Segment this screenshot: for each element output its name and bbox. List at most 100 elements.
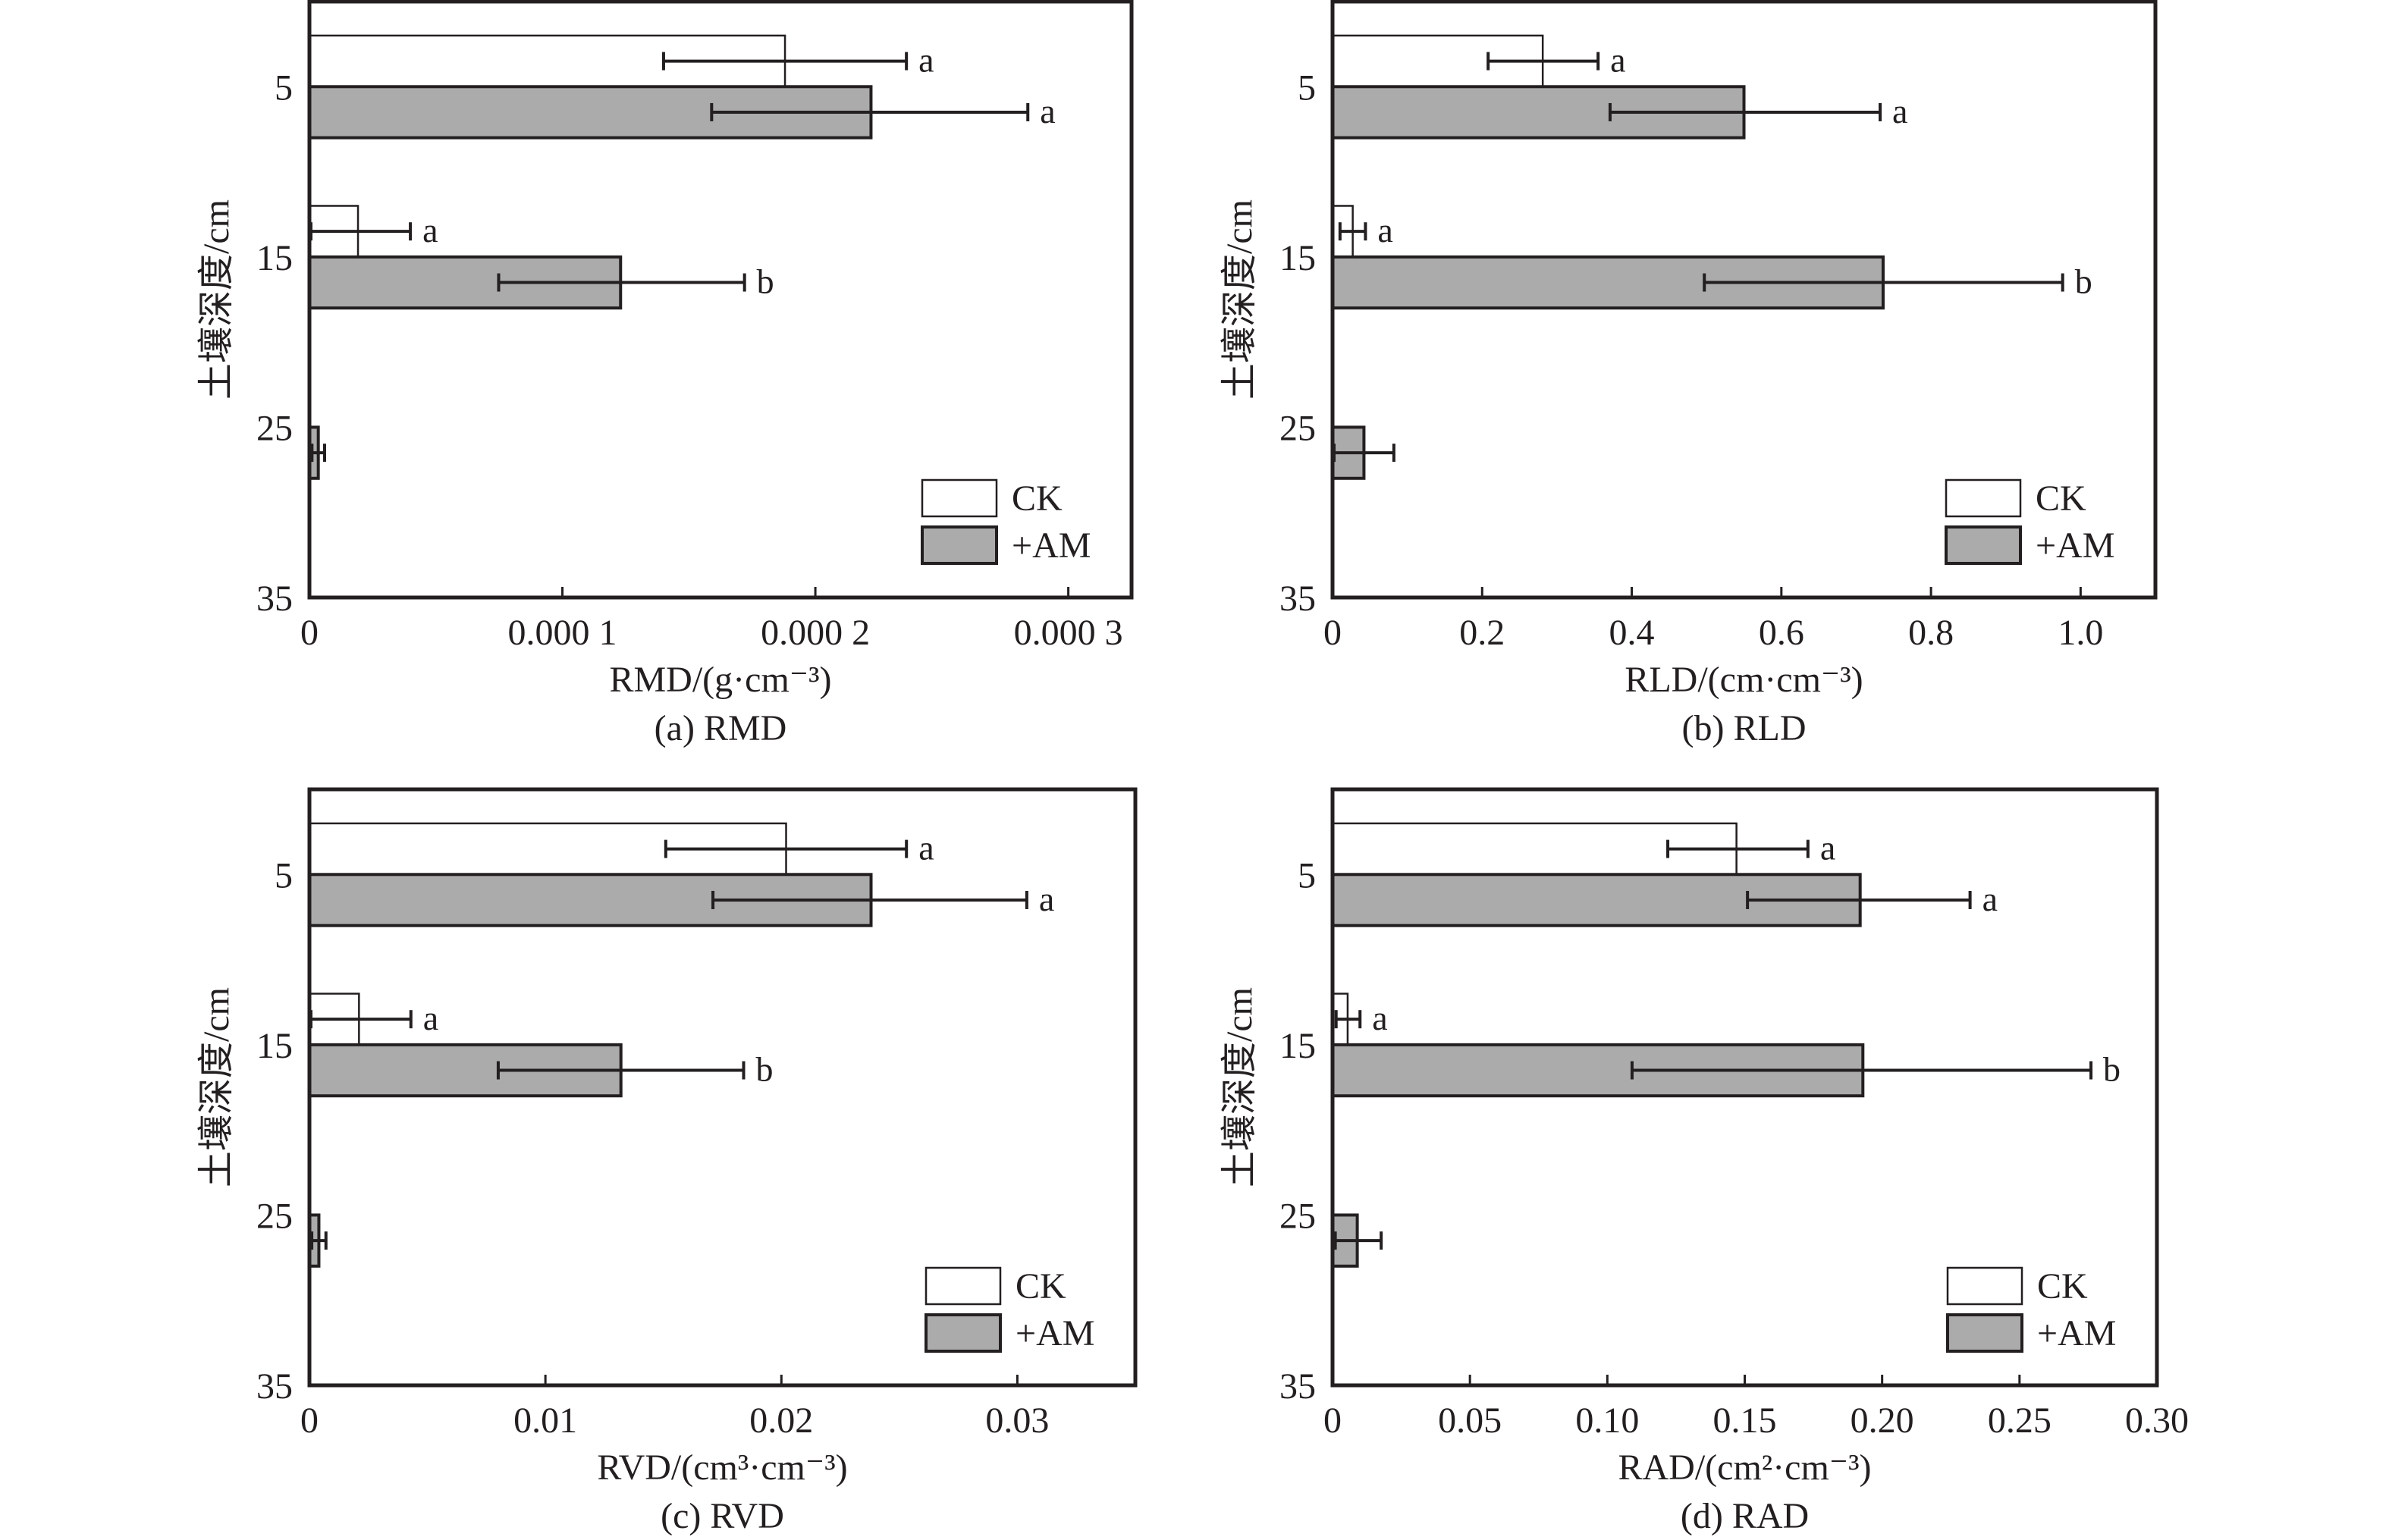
significance-label: a [423, 999, 438, 1037]
y-tick-label: 5 [275, 855, 293, 895]
x-tick-label: 0.000 1 [508, 613, 617, 653]
error-bar-ck-depth-5 [664, 839, 909, 858]
error-bar-am-depth-15 [496, 1061, 746, 1080]
legend: CK +AM [1946, 1266, 2116, 1353]
x-tick-label: 0 [300, 1400, 319, 1441]
y-tick-label: 5 [1298, 855, 1316, 895]
y-axis-title: 土壤深度/cm [196, 199, 237, 400]
error-bar-am-depth-5 [710, 102, 1030, 121]
x-tick-label: 1.0 [2058, 613, 2103, 653]
x-axis-title: RVD/(cm³·cm⁻³) [597, 1447, 847, 1488]
y-axis-title: 土壤深度/cm [1220, 199, 1260, 400]
legend-label: +AM [2037, 1313, 2116, 1353]
chart-panel-a: a a a b 0 0.000 1 0.000 2 0.000 3 5 15 25 35 RMD/(g·… [196, 0, 1134, 748]
significance-label: a [422, 211, 438, 249]
x-tick-label: 0.10 [1575, 1400, 1639, 1441]
chart-panel-c: a a a b 0 0.01 0.02 0.03 5 15 25 35 RVD/(cm³·cm⁻³) (c… [196, 787, 1138, 1536]
error-bar-am-depth-5 [1608, 102, 1882, 121]
significance-label: a [1982, 880, 1998, 918]
significance-label: a [1892, 92, 1907, 130]
legend-swatch-ck [921, 478, 998, 518]
significance-label: a [1820, 829, 1835, 867]
significance-label: a [918, 829, 934, 867]
error-bar-ck-depth-15 [1338, 222, 1367, 241]
chart-panel-d: a a a b 0 0.05 0.10 0.15 0.20 0.25 0.30 5 15 25 35 RAD/… [1220, 787, 2189, 1536]
legend-swatch-am [925, 1313, 1002, 1353]
x-tick-label: 0.6 [1759, 613, 1804, 653]
error-bar-am-depth-25 [310, 444, 327, 463]
plot-frame [307, 0, 1134, 600]
error-bar-am-depth-15 [1630, 1061, 2093, 1080]
x-tick-label: 0.8 [1908, 613, 1954, 653]
x-tick-label: 0.03 [985, 1400, 1049, 1441]
x-tick-label: 0.4 [1609, 613, 1655, 653]
y-tick-label: 35 [1279, 579, 1316, 619]
significance-label: a [1372, 999, 1387, 1037]
x-axis-title: RMD/(g·cm⁻³) [609, 660, 831, 700]
y-tick-label: 25 [1279, 408, 1316, 448]
y-tick-label: 5 [275, 67, 293, 108]
y-tick-label: 35 [1279, 1366, 1316, 1407]
significance-label: a [1377, 211, 1392, 249]
error-bar-am-depth-15 [1703, 273, 2064, 292]
legend-swatch-ck [1945, 478, 2022, 518]
x-tick-label: 0.2 [1459, 613, 1505, 653]
panel-caption: (c) RVD [661, 1496, 784, 1536]
significance-label: b [2075, 262, 2092, 301]
x-tick-label: 0.000 3 [1014, 613, 1123, 653]
x-tick-label: 0.05 [1438, 1400, 1502, 1441]
legend-swatch-ck [1946, 1266, 2023, 1306]
error-bar-ck-depth-5 [1486, 52, 1600, 71]
significance-label: b [756, 1050, 774, 1089]
legend-label: +AM [2036, 525, 2114, 566]
error-bar-ck-depth-15 [1334, 1010, 1362, 1029]
significance-label: a [918, 41, 934, 80]
error-bar-am-depth-5 [711, 890, 1028, 909]
legend-label: CK [1012, 478, 1063, 519]
legend-swatch-ck [925, 1266, 1002, 1306]
error-bar-am-depth-25 [1333, 1231, 1383, 1250]
x-tick-label: 0.30 [2125, 1400, 2189, 1441]
legend-swatch-am [1946, 1313, 2023, 1353]
y-tick-label: 15 [256, 238, 293, 278]
y-tick-label: 35 [256, 1366, 293, 1407]
y-tick-label: 25 [1279, 1196, 1316, 1236]
y-tick-label: 15 [1279, 1026, 1316, 1066]
error-bar-ck-depth-5 [1666, 839, 1810, 858]
legend: CK +AM [1945, 478, 2114, 566]
y-axis-title: 土壤深度/cm [196, 987, 237, 1187]
legend-label: CK [2037, 1266, 2088, 1306]
significance-label: a [1039, 880, 1054, 918]
legend-label: CK [1016, 1266, 1066, 1306]
legend-swatch-am [921, 525, 998, 565]
y-tick-label: 25 [256, 408, 293, 448]
legend-swatch-am [1945, 525, 2022, 565]
x-tick-label: 0.15 [1713, 1400, 1777, 1441]
significance-label: a [1610, 41, 1625, 80]
panel-caption: (a) RMD [655, 708, 787, 748]
legend: CK +AM [925, 1266, 1094, 1353]
panel-caption: (d) RAD [1681, 1496, 1809, 1536]
error-bar-ck-depth-5 [661, 52, 909, 71]
x-axis-title: RLD/(cm·cm⁻³) [1625, 660, 1863, 700]
y-tick-label: 15 [1279, 238, 1316, 278]
x-tick-label: 0 [1323, 613, 1342, 653]
legend-label: +AM [1012, 525, 1091, 566]
significance-label: b [2103, 1050, 2121, 1089]
x-tick-label: 0 [300, 613, 319, 653]
error-bar-am-depth-25 [310, 1231, 328, 1250]
y-tick-label: 5 [1298, 67, 1316, 108]
x-tick-label: 0.25 [1988, 1400, 2052, 1441]
error-bar-am-depth-5 [1746, 890, 1972, 909]
chart-panel-b: a a a b 0 0.2 0.4 0.6 0.8 1.0 5 15 25 35 RLD/(cm·cm⁻³)… [1220, 0, 2158, 748]
plot-frame [307, 787, 1138, 1388]
legend-label: +AM [1016, 1313, 1094, 1353]
x-tick-label: 0.20 [1851, 1400, 1914, 1441]
x-axis-title: RAD/(cm²·cm⁻³) [1618, 1447, 1871, 1488]
panel-caption: (b) RLD [1682, 708, 1807, 748]
y-tick-label: 15 [256, 1026, 293, 1066]
significance-label: a [1040, 92, 1055, 130]
y-tick-label: 35 [256, 579, 293, 619]
plot-frame [1330, 0, 2158, 600]
